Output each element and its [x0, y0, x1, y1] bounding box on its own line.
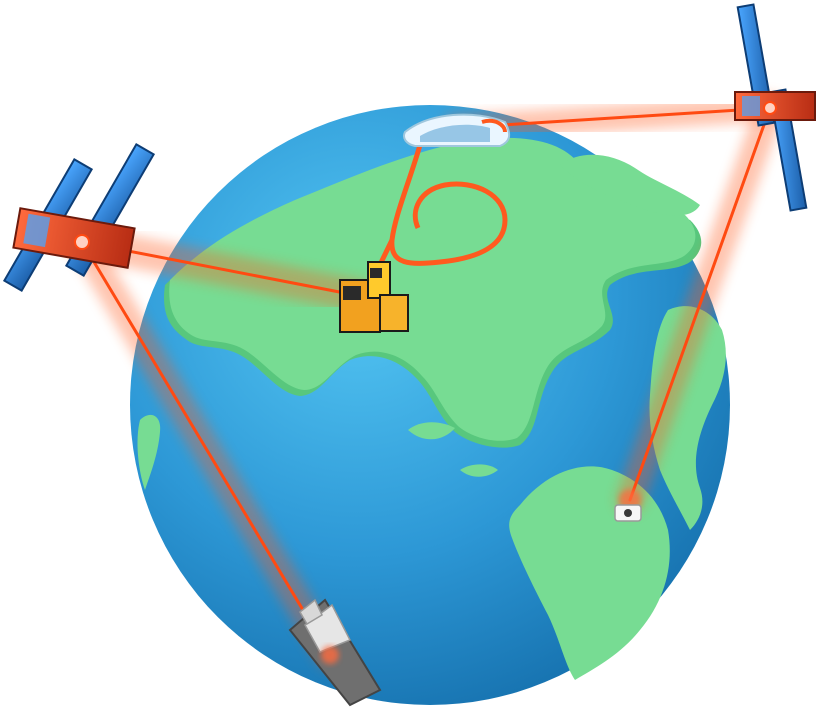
satellite-right — [734, 3, 816, 212]
building-window — [370, 268, 382, 278]
station-panel — [420, 124, 490, 142]
north-america-continent — [169, 137, 696, 441]
mobile-terminal — [614, 489, 642, 522]
satellite-right-emitter — [763, 101, 777, 115]
ship-bridge — [299, 598, 323, 626]
fiber-loop-cable — [389, 144, 508, 266]
building-window — [343, 286, 361, 300]
station-link — [481, 118, 507, 133]
island — [408, 422, 455, 440]
beam-sat-left-to-ship — [80, 240, 332, 657]
ground-station-dome — [403, 113, 511, 147]
ship — [288, 598, 382, 707]
satellite-left-emitter — [74, 234, 90, 250]
building-tower — [367, 261, 391, 299]
satellite-left-window — [23, 213, 51, 248]
ship-terminal-glow — [321, 646, 339, 664]
terminal-antenna — [624, 509, 632, 517]
ground-building — [339, 261, 409, 333]
building-side — [379, 294, 409, 332]
beam-sat-right-to-terminal — [628, 106, 772, 502]
satellite-right-window — [742, 96, 760, 116]
island — [137, 414, 161, 490]
island — [460, 464, 498, 477]
satellite-left — [2, 143, 156, 292]
earth-globe — [130, 105, 730, 705]
beam-sat-right-to-station — [453, 106, 772, 130]
greenland-landmass — [560, 154, 700, 216]
